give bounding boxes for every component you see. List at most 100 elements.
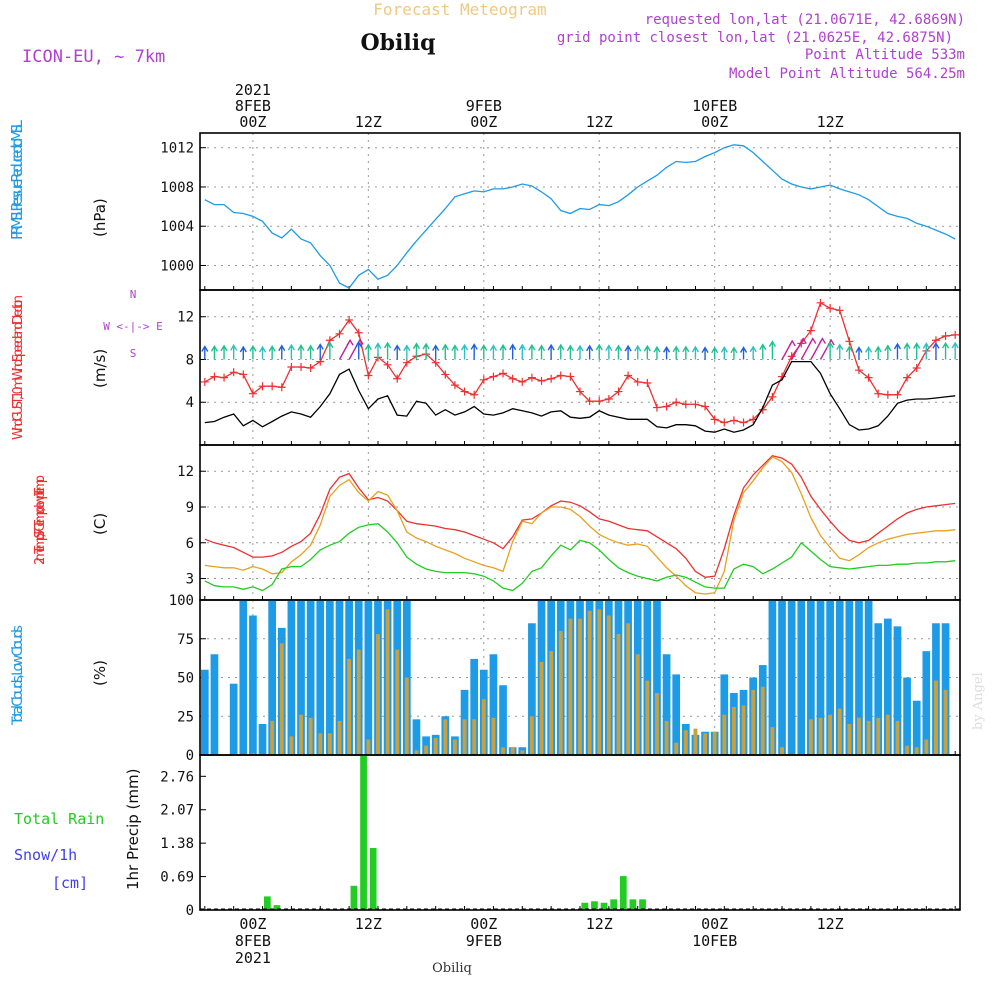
total-cloud-bar bbox=[893, 626, 902, 755]
wind-direction-arrow bbox=[791, 337, 807, 360]
wind-direction-arrow bbox=[653, 345, 661, 360]
y-tick-label: 1.38 bbox=[160, 836, 194, 852]
low-cloud-bar bbox=[876, 717, 881, 755]
gust-marker bbox=[537, 376, 546, 385]
gust-marker bbox=[431, 358, 440, 367]
low-cloud-bar bbox=[905, 745, 910, 755]
wind-direction-arrow bbox=[374, 342, 382, 360]
gust-marker bbox=[402, 358, 411, 367]
wind-direction-arrow bbox=[691, 345, 700, 360]
wind-direction-arrow bbox=[297, 344, 305, 360]
low-cloud-bar bbox=[847, 724, 852, 755]
wind-direction-arrow bbox=[913, 342, 921, 360]
y-tick-label: 0 bbox=[186, 903, 194, 919]
top-time-label: 8FEB bbox=[235, 97, 271, 115]
y-tick-label: 1004 bbox=[160, 219, 194, 235]
low-cloud-bar bbox=[395, 649, 400, 755]
gust-marker bbox=[854, 366, 863, 375]
gust-marker bbox=[806, 326, 815, 335]
gust-marker bbox=[566, 372, 575, 381]
low-cloud-bar bbox=[635, 654, 640, 755]
low-cloud-bar bbox=[318, 733, 323, 755]
total-cloud-bar bbox=[258, 724, 267, 755]
total-cloud-bar bbox=[816, 600, 825, 755]
top-time-label: 9FEB bbox=[466, 97, 502, 115]
low-cloud-bar bbox=[347, 658, 352, 755]
wind-direction-arrow bbox=[338, 338, 354, 360]
y-tick-label: 1012 bbox=[160, 141, 194, 157]
wind-direction-arrow bbox=[922, 342, 930, 360]
total-cloud-bar bbox=[229, 683, 238, 755]
low-cloud-bar bbox=[664, 720, 669, 755]
gust-marker bbox=[845, 337, 854, 346]
wind-direction-arrow bbox=[249, 344, 257, 360]
y-tick-label: 75 bbox=[177, 632, 194, 648]
gust-marker bbox=[595, 397, 604, 406]
wind-direction-arrow bbox=[682, 345, 690, 360]
total-cloud-bar bbox=[326, 600, 334, 755]
wind-direction-arrow bbox=[278, 344, 286, 360]
gust-marker bbox=[489, 372, 498, 381]
wind-direction-arrow bbox=[307, 344, 315, 360]
y-tick-label: 0 bbox=[186, 748, 194, 764]
series-line-dewpt-temp bbox=[204, 523, 956, 592]
total-cloud-bar bbox=[499, 685, 507, 755]
gust-marker bbox=[739, 418, 748, 427]
total-cloud-bar bbox=[306, 600, 315, 755]
gust-marker bbox=[239, 370, 248, 379]
low-cloud-bar bbox=[501, 747, 505, 755]
gust-marker bbox=[883, 390, 892, 399]
low-cloud-bar bbox=[549, 651, 554, 755]
top-time-label: 12Z bbox=[817, 113, 844, 131]
wind-direction-arrow bbox=[210, 345, 219, 360]
low-cloud-bar bbox=[751, 689, 756, 755]
low-cloud-bar bbox=[741, 705, 746, 755]
grid-point-coords: grid point closest lon,lat (21.0625E, 42… bbox=[557, 30, 953, 46]
top-time-label: 00Z bbox=[239, 113, 266, 131]
series-line-10m-wind bbox=[204, 360, 956, 433]
gust-marker bbox=[210, 372, 219, 381]
wind-direction-arrow bbox=[412, 342, 421, 360]
wind-direction-arrow bbox=[258, 345, 267, 360]
rain-bar bbox=[629, 899, 637, 910]
location-title: Obiliq bbox=[360, 30, 435, 56]
total-cloud-bar bbox=[470, 658, 479, 755]
wind-direction-arrow bbox=[451, 344, 459, 360]
total-cloud-bar bbox=[653, 600, 661, 755]
panel-frame bbox=[199, 444, 961, 601]
low-cloud-bar bbox=[578, 618, 582, 755]
wind-direction-arrow bbox=[316, 343, 324, 360]
legend-snow: Snow/1h bbox=[14, 846, 77, 864]
wind-direction-arrow bbox=[393, 344, 401, 360]
low-cloud-bar bbox=[895, 720, 900, 755]
total-cloud-bar bbox=[364, 600, 373, 755]
wind-direction-arrow bbox=[720, 346, 728, 360]
model-point-altitude: Model Point Altitude 564.25m bbox=[729, 66, 965, 82]
total-cloud-bar bbox=[768, 600, 777, 755]
rain-bar bbox=[581, 902, 589, 910]
series-line-2m-temp bbox=[204, 454, 956, 578]
wind-direction-arrow bbox=[845, 345, 853, 360]
low-cloud-bar bbox=[683, 730, 688, 755]
compass-south: S bbox=[130, 347, 137, 360]
gust-marker bbox=[345, 315, 354, 324]
wind-direction-arrow bbox=[364, 343, 372, 360]
wind-direction-arrow bbox=[460, 343, 469, 360]
point-altitude: Point Altitude 533m bbox=[805, 47, 965, 63]
wind-direction-arrow bbox=[528, 343, 536, 360]
rain-bar bbox=[639, 899, 646, 910]
wind-direction-arrow bbox=[819, 338, 835, 360]
gust-marker bbox=[874, 389, 883, 398]
gust-marker bbox=[297, 362, 306, 371]
gust-marker bbox=[633, 377, 642, 386]
y-tick-label: 100 bbox=[169, 593, 194, 609]
gust-marker bbox=[450, 381, 459, 390]
low-cloud-bar bbox=[885, 714, 890, 755]
precip-legend: Total Rain Snow/1h [cm] bbox=[14, 810, 104, 892]
low-cloud-bar bbox=[327, 733, 332, 755]
wind-direction-arrow bbox=[711, 346, 719, 360]
low-cloud-bar bbox=[770, 727, 775, 755]
wind-direction-arrow bbox=[749, 345, 757, 360]
low-cloud-bar bbox=[722, 714, 727, 755]
low-cloud-bar bbox=[760, 686, 765, 755]
